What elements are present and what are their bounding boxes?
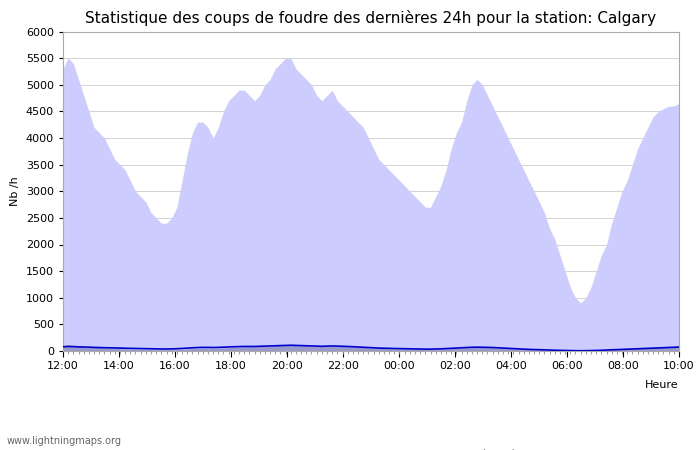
Text: www.lightningmaps.org: www.lightningmaps.org xyxy=(7,436,122,446)
Title: Statistique des coups de foudre des dernières 24h pour la station: Calgary: Statistique des coups de foudre des dern… xyxy=(85,10,657,26)
Legend: Total foudre, Moyenne de toutes les stations, Foudre détectée par Calgary: Total foudre, Moyenne de toutes les stat… xyxy=(179,445,596,450)
Y-axis label: Nb /h: Nb /h xyxy=(10,176,20,206)
Text: Heure: Heure xyxy=(645,380,679,390)
